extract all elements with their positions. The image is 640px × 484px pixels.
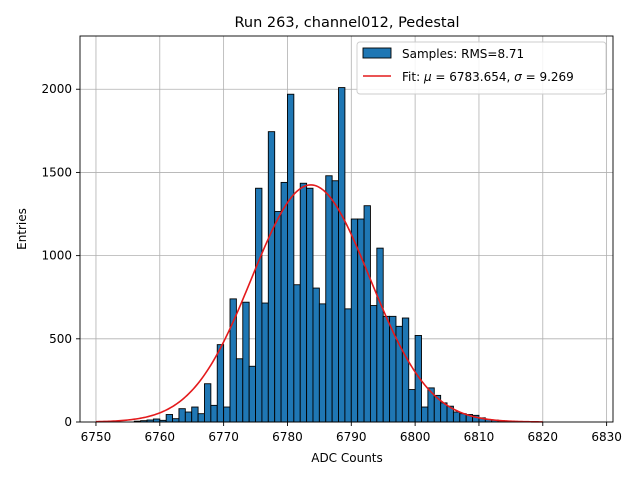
legend-fit-sigma-value: = 9.269	[522, 70, 574, 84]
histogram-bar	[313, 288, 319, 422]
histogram-bar	[383, 316, 389, 422]
histogram-bar	[332, 181, 338, 422]
y-tick-label: 0	[64, 415, 72, 429]
legend-label-fit: Fit: μ = 6783.654, σ = 9.269	[402, 70, 574, 84]
histogram-bar	[422, 407, 428, 422]
histogram-bar	[173, 419, 179, 422]
histogram-bar	[224, 407, 230, 422]
histogram-bar	[345, 309, 351, 422]
histogram-bar	[204, 384, 210, 422]
histogram-bar	[307, 188, 313, 422]
x-tick-label: 6800	[400, 430, 431, 444]
y-tick-label: 1500	[41, 165, 72, 179]
histogram-bar	[441, 403, 447, 422]
histogram-bar	[409, 390, 415, 422]
y-tick-label: 500	[49, 332, 72, 346]
legend-swatch-samples	[363, 48, 391, 58]
histogram-bar	[243, 302, 249, 422]
legend: Samples: RMS=8.71 Fit: μ = 6783.654, σ =…	[357, 42, 606, 94]
histogram-bar	[179, 409, 185, 422]
x-tick-label: 6760	[145, 430, 176, 444]
legend-fit-mu-value: = 6783.654,	[432, 70, 515, 84]
histogram-bar	[294, 285, 300, 422]
histogram-bar	[453, 412, 459, 422]
x-axis-label: ADC Counts	[311, 451, 383, 465]
x-tick-label: 6750	[81, 430, 112, 444]
histogram-bar	[287, 94, 293, 422]
histogram-bar	[370, 306, 376, 422]
x-tick-label: 6820	[528, 430, 559, 444]
histogram-bar	[281, 182, 287, 422]
histogram-bar	[166, 415, 172, 422]
histogram-bar	[377, 248, 383, 422]
histogram-bar	[326, 176, 332, 422]
x-tick-label: 6790	[336, 430, 367, 444]
y-axis-label: Entries	[15, 208, 29, 250]
legend-label-samples: Samples: RMS=8.71	[402, 47, 524, 61]
histogram-bar	[198, 414, 204, 422]
histogram-bar	[339, 88, 345, 422]
y-tick-label: 1000	[41, 249, 72, 263]
x-tick-label: 6830	[591, 430, 622, 444]
x-tick-label: 6780	[272, 430, 303, 444]
histogram-bar	[211, 405, 217, 422]
histogram-bar	[364, 206, 370, 422]
histogram-bar	[262, 303, 268, 422]
histogram-bar	[275, 212, 281, 422]
legend-fit-prefix: Fit:	[402, 70, 424, 84]
x-tick-label: 6770	[208, 430, 239, 444]
histogram-bar	[185, 412, 191, 422]
histogram-bar	[402, 318, 408, 422]
histogram-bar	[192, 407, 198, 422]
histogram-bar	[249, 366, 255, 422]
chart-title: Run 263, channel012, Pedestal	[234, 15, 459, 31]
histogram-bar	[217, 345, 223, 422]
y-tick-label: 2000	[41, 82, 72, 96]
histogram-bar	[236, 359, 242, 422]
histogram-bar	[268, 132, 274, 422]
histogram-bar	[351, 219, 357, 422]
histogram-bar	[256, 188, 262, 422]
legend-fit-mu-symbol: μ	[423, 70, 432, 84]
histogram-bar	[300, 183, 306, 422]
histogram-bar	[319, 304, 325, 422]
x-tick-label: 6810	[464, 430, 495, 444]
